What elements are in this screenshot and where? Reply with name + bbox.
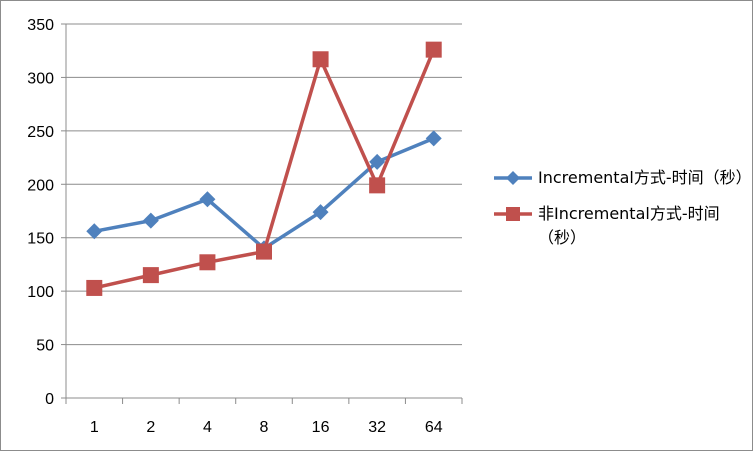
legend-label-non-incremental: 非Incremental方式-时间（秒） [538,204,720,247]
y-tick-label: 300 [27,70,54,87]
data-point-square [199,254,216,271]
y-tick-label: 200 [27,177,54,194]
x-tick-label: 32 [368,419,386,436]
data-point-square [425,41,442,58]
data-point-diamond [199,191,216,208]
data-point-square [256,243,272,260]
x-tick-label: 16 [312,419,330,436]
x-tick-labels: 1 2 4 8 16 32 64 [90,419,443,436]
x-tick-label: 4 [203,419,212,436]
axes [61,23,463,404]
data-point-square [142,267,159,284]
y-tick-labels: 0 50 100 150 200 250 300 350 [27,17,54,408]
x-tick-label: 8 [260,419,269,436]
y-tick-label: 50 [36,338,54,355]
legend: Incremental方式-时间（秒） 非Incremental方式-时间（秒） [492,166,752,262]
series-group [86,41,442,296]
series-line-0 [93,136,435,251]
data-point-diamond [312,204,329,221]
y-tick-label: 100 [27,284,54,301]
data-point-square [312,51,329,68]
data-point-diamond [142,212,159,229]
legend-item-non-incremental: 非Incremental方式-时间（秒） [492,202,752,250]
x-tick-label: 1 [90,419,99,436]
y-tick-label: 350 [27,17,54,34]
legend-swatch-incremental [494,171,532,185]
y-tick-label: 150 [27,231,54,248]
x-tick-label: 2 [146,419,155,436]
legend-swatch-non-incremental [494,207,532,221]
gridlines [66,23,462,346]
legend-item-incremental: Incremental方式-时间（秒） [492,166,752,190]
y-tick-label: 250 [27,124,54,141]
data-point-diamond [86,223,103,240]
data-point-square [86,279,103,296]
x-tick-label: 64 [425,419,443,436]
data-point-diamond [369,153,386,170]
y-tick-label: 0 [45,391,54,408]
legend-label-incremental: Incremental方式-时间（秒） [538,168,752,187]
data-point-diamond [425,130,442,147]
data-point-square [369,177,386,194]
